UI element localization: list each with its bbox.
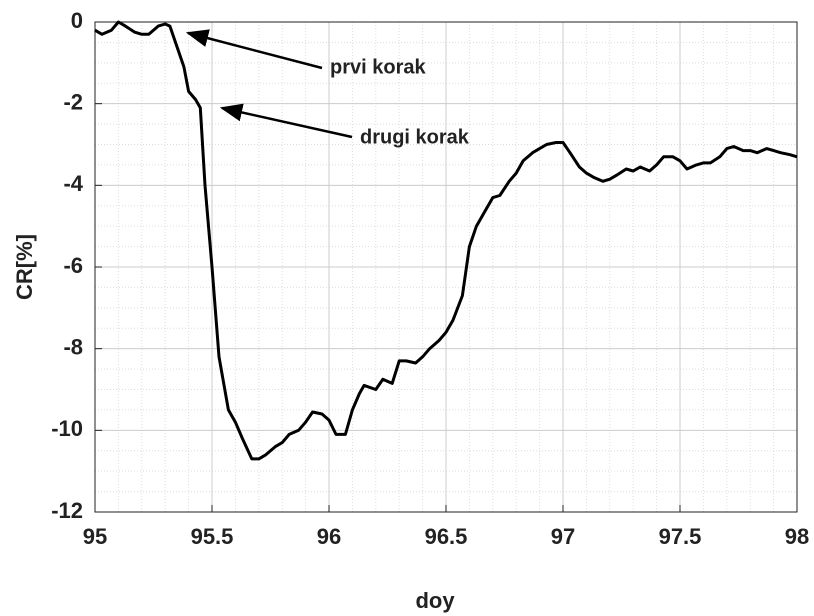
data-line [94,20,798,461]
annotation-arrow [219,103,353,139]
y-tick-label: -4 [63,171,83,196]
x-tick-label: 96.5 [425,524,468,549]
annotation-arrow [185,29,323,70]
x-tick-label: 95.5 [191,524,234,549]
x-tick-label: 97.5 [659,524,702,549]
x-tick-label: 98 [785,524,809,549]
y-tick-label: -8 [63,334,83,359]
plot-frame [94,21,798,513]
x-axis-label: doy [415,588,455,613]
annotation: prvi korak [330,56,426,78]
y-tick-label: -6 [63,253,83,278]
y-tick-label: -12 [51,498,83,523]
y-tick-label: -2 [63,89,83,114]
x-tick-label: 96 [317,524,341,549]
y-tick-label: 0 [71,8,83,33]
y-tick-label: -10 [51,416,83,441]
y-axis-label: CR[%] [12,234,37,300]
annotation: drugi korak [360,126,470,148]
x-tick-label: 97 [551,524,575,549]
x-tick-label: 95 [83,524,107,549]
